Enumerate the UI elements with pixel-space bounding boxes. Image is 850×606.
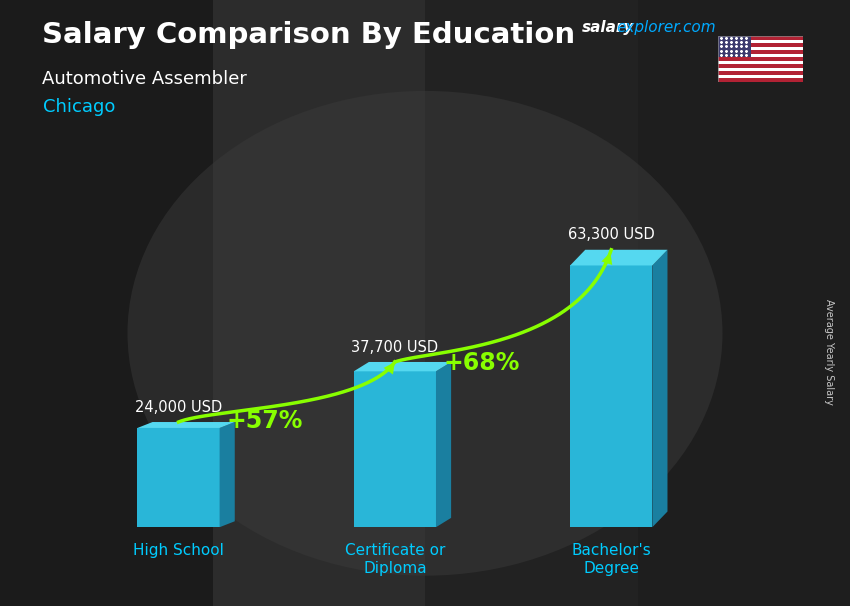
- Text: 37,700 USD: 37,700 USD: [351, 339, 439, 355]
- Bar: [718, 36, 803, 40]
- Bar: [718, 64, 803, 68]
- Text: explorer.com: explorer.com: [616, 20, 716, 35]
- Bar: [718, 47, 803, 50]
- Text: 63,300 USD: 63,300 USD: [568, 227, 654, 242]
- Bar: [718, 78, 803, 82]
- Bar: [718, 58, 803, 61]
- Bar: [718, 40, 803, 44]
- Text: Automotive Assembler: Automotive Assembler: [42, 70, 247, 88]
- Bar: [718, 44, 803, 47]
- Text: Chicago: Chicago: [42, 98, 115, 116]
- Polygon shape: [354, 362, 451, 371]
- Bar: [718, 72, 803, 75]
- Text: 24,000 USD: 24,000 USD: [135, 399, 222, 415]
- Ellipse shape: [128, 91, 722, 576]
- Bar: [138, 428, 219, 527]
- Text: +57%: +57%: [227, 409, 303, 433]
- Bar: [570, 265, 652, 527]
- Text: Salary Comparison By Education: Salary Comparison By Education: [42, 21, 575, 49]
- Bar: [425, 0, 638, 606]
- Bar: [718, 75, 803, 78]
- Bar: [718, 61, 803, 64]
- Bar: [212, 0, 425, 606]
- Bar: [718, 50, 803, 54]
- Bar: [638, 0, 850, 606]
- Bar: [718, 36, 751, 58]
- Text: +68%: +68%: [443, 351, 519, 375]
- Bar: [0, 0, 212, 606]
- Bar: [718, 54, 803, 58]
- Polygon shape: [138, 422, 235, 428]
- Polygon shape: [219, 422, 235, 527]
- Polygon shape: [436, 362, 451, 527]
- Polygon shape: [652, 250, 667, 527]
- Text: salary: salary: [582, 20, 635, 35]
- Bar: [354, 371, 436, 527]
- Bar: [718, 68, 803, 72]
- Polygon shape: [570, 250, 667, 265]
- Text: Average Yearly Salary: Average Yearly Salary: [824, 299, 834, 404]
